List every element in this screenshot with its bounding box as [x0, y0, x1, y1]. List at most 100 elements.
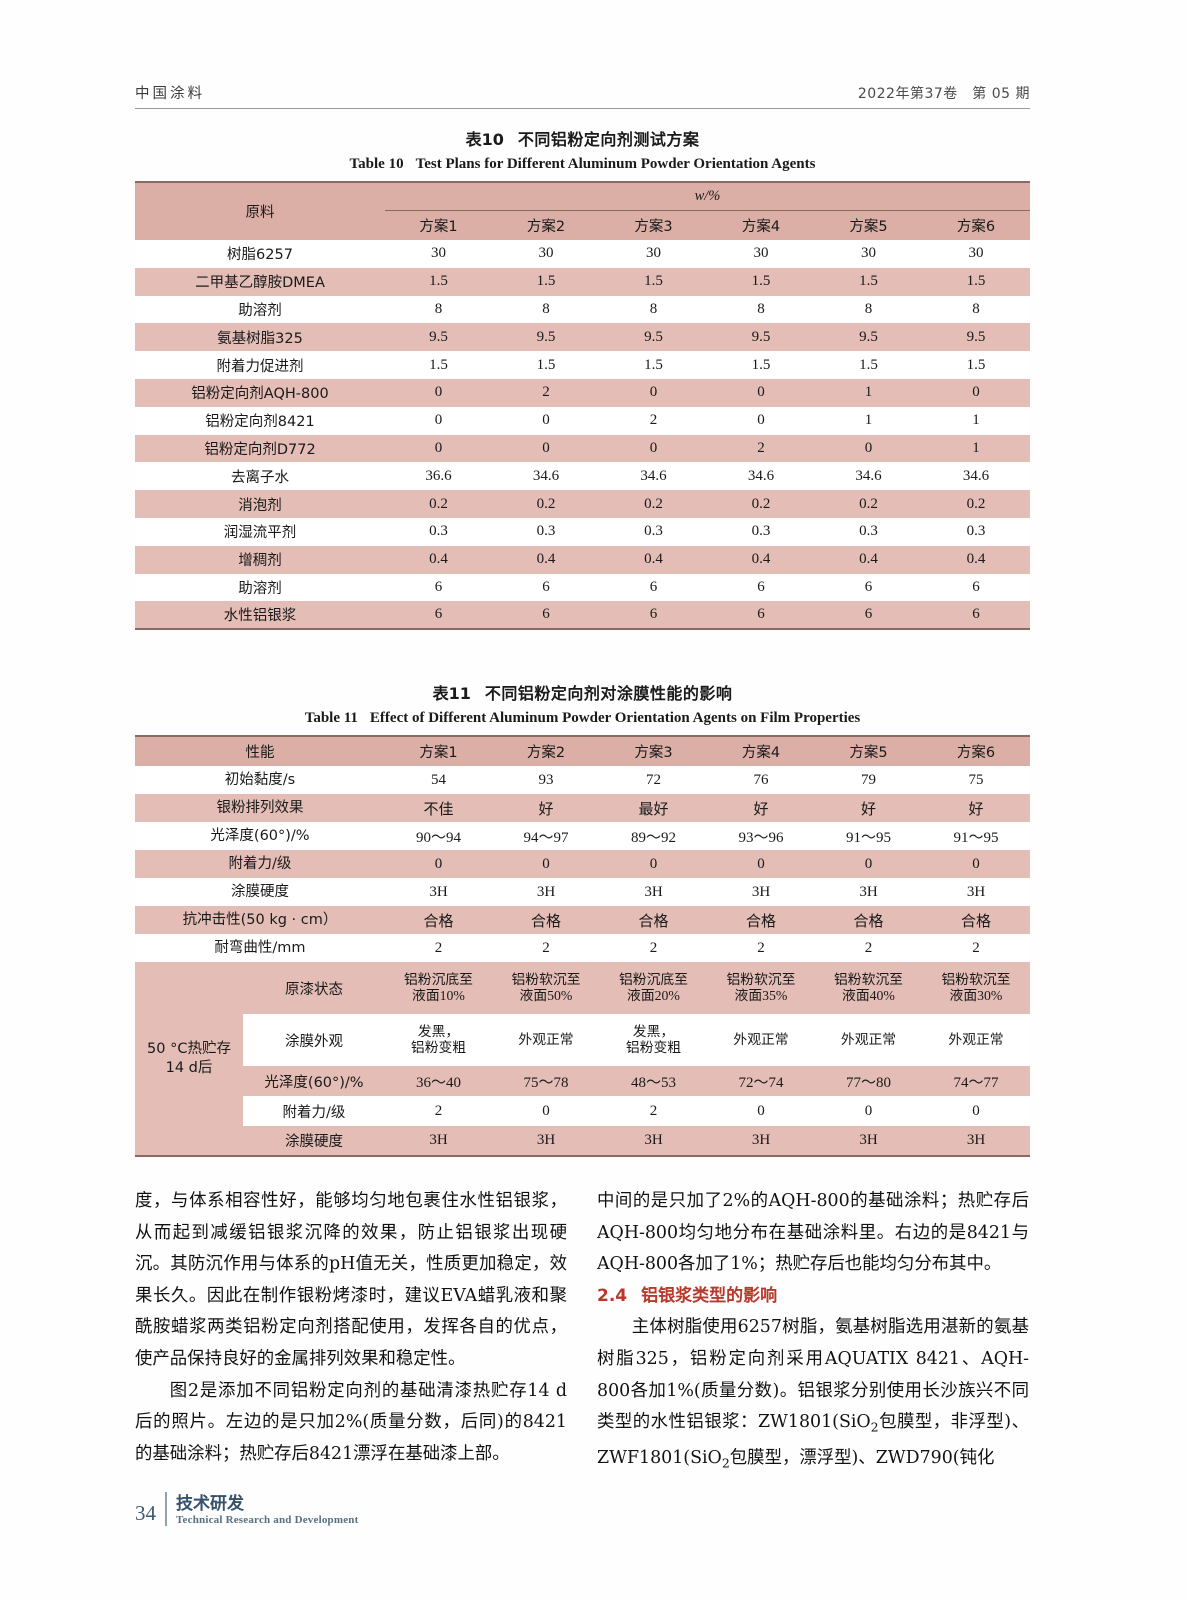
table-11-cell: 合格: [745, 913, 776, 930]
table-11-storage-cell: 铝粉软沉至 液面40%: [834, 971, 903, 1003]
table-10-cell: 0.3: [536, 523, 556, 540]
table-10-col-4: 方案4: [707, 210, 815, 240]
table-10-cell: 8: [864, 300, 873, 317]
page-footer: 34 技术研发 Technical Research and Developme…: [135, 1492, 359, 1526]
table-10-col-1: 方案1: [385, 210, 492, 240]
table-11-cell: 合格: [530, 913, 561, 930]
table-10-cell: 0.3: [429, 523, 448, 540]
table-row: 光泽度(60°)/% 36～40 75～78 48～53 72～74 77～80 74～77: [135, 1066, 1030, 1096]
table-11-cell: 最好: [638, 801, 669, 818]
journal-name: 中国涂料: [135, 86, 205, 102]
table-11-cell: 0: [757, 855, 765, 872]
table-10-row-label: 二甲基乙醇胺DMEA: [195, 275, 325, 292]
table-10-cell: 6: [757, 578, 765, 595]
table-10-row-label: 助溶剂: [238, 302, 282, 319]
table-11-row-label: 银粉排列效果: [216, 799, 304, 816]
table-10-cell: 0: [434, 384, 443, 401]
table-10-title-en: Table 10 Test Plans for Different Aluminu…: [349, 156, 816, 172]
table-11-col-6: 方案6: [922, 736, 1030, 766]
table-11-row-label: 耐弯曲性/mm: [214, 939, 306, 956]
table-11-storage-row-label: 涂膜外观: [243, 1014, 385, 1066]
table-10-cell: 1: [972, 412, 980, 429]
table-11-cell: 合格: [960, 913, 991, 930]
table-10-cell: 34.6: [640, 467, 667, 484]
table-10-cell: 0.4: [859, 551, 878, 568]
table-11-cell: 好: [538, 801, 554, 818]
table-11-storage-cell: 发黑， 铝粉变粗: [625, 1023, 682, 1055]
table-10-cell: 0: [434, 412, 443, 429]
table-11-cell: 94～97: [523, 829, 569, 846]
table-11-storage-row-label: 涂膜硬度: [243, 1126, 385, 1156]
table-row: 水性铝银浆 6 6 6 6 6 6: [135, 601, 1030, 630]
table-10-cell: 0.2: [429, 495, 448, 512]
table-11-storage-cell: 2: [649, 1102, 658, 1119]
table-11-storage-cell: 外观正常: [733, 1031, 789, 1047]
table-10-cell: 9.5: [536, 328, 556, 345]
paragraph-right-2-part2: 包膜型，非浮型)、ZWF1801(SiO: [597, 1412, 1029, 1469]
table-10-cell: 0.3: [644, 523, 663, 540]
table-11-cell: 79: [861, 771, 876, 788]
table-10-cell: 0.4: [536, 551, 556, 568]
section-number: 2.4: [597, 1285, 628, 1306]
table-row: 银粉排列效果 不佳 好 最好 好 好 好: [135, 794, 1030, 822]
section-title: 铝银浆类型的影响: [641, 1285, 778, 1306]
table-row: 润湿流平剂 0.3 0.3 0.3 0.3 0.3 0.3: [135, 517, 1030, 546]
table-10-cell: 1.5: [429, 273, 448, 290]
table-10: 原料 w/% 方案1 方案2 方案3 方案4 方案5 方案6 树脂6257 30 3…: [135, 181, 1030, 630]
table-10-cell: 36.6: [425, 467, 452, 484]
table-11-storage-cell: 3H: [859, 1132, 878, 1148]
table-10-row-label: 助溶剂: [238, 580, 282, 597]
table-11-storage-cell: 铝粉软沉至 液面30%: [941, 971, 1011, 1003]
table-10-cell: 2: [542, 384, 550, 401]
table-11-cell: 3H: [536, 883, 556, 900]
section-heading-2-4: 2.4 铝银浆类型的影响: [597, 1281, 1029, 1313]
table-11-cell: 76: [753, 771, 769, 788]
table-row: 助溶剂 6 6 6 6 6 6: [135, 573, 1030, 602]
table-11-cell: 好: [753, 801, 769, 818]
table-10-cell: 34.6: [962, 467, 990, 484]
table-10-group-header: w/%: [385, 182, 1030, 211]
table-10-cell: 0.4: [429, 551, 448, 568]
table-row: 助溶剂 8 8 8 8 8 8: [135, 295, 1030, 324]
table-10-cell: 1.5: [644, 273, 663, 290]
running-head-rule: [135, 108, 1030, 109]
table-11-storage-cell: 36～40: [415, 1074, 461, 1091]
table-10-cell: 8: [434, 300, 443, 317]
table-10-cell: 0.4: [966, 551, 986, 568]
table-11-storage-cell: 铝粉软沉至 液面35%: [726, 971, 796, 1003]
table-10-cell: 0.2: [644, 495, 663, 512]
table-10-cell: 30: [538, 245, 554, 262]
table-11-storage-cell: 2: [434, 1102, 443, 1119]
table-10-row-label: 附着力促进剂: [216, 358, 304, 375]
table-10-cell: 0: [542, 439, 550, 456]
table-10-cell: 1: [972, 439, 980, 456]
table-11-storage-cell: 72～74: [738, 1074, 784, 1091]
table-11-storage-cell: 0: [864, 1102, 873, 1119]
table-row: 铝粉定向剂8421 0 0 2 0 1 1: [135, 406, 1030, 435]
table-10-cell: 6: [972, 606, 980, 623]
table-11-cell: 91～95: [845, 829, 891, 846]
table-10-cell: 6: [649, 606, 658, 623]
table-11-storage-row-label: 附着力/级: [243, 1096, 385, 1126]
table-11-cell: 3H: [859, 883, 878, 900]
table-10-cell: 34.6: [855, 467, 882, 484]
table-10-cell: 30: [431, 245, 446, 262]
table-11-cell: 3H: [644, 883, 663, 900]
table-11-row-label: 涂膜硬度: [231, 883, 289, 900]
table-11-cell: 好: [968, 801, 984, 818]
table-11-storage-cell: 48～53: [630, 1074, 676, 1091]
table-11-row-label: 抗冲击性(50 kg · cm）: [182, 911, 338, 928]
table-10-row-label: 树脂6257: [227, 247, 293, 264]
table-11-storage-cell: 外观正常: [948, 1031, 1004, 1047]
table-11-storage-cell: 3H: [751, 1132, 771, 1148]
table-10-cell: 6: [972, 578, 980, 595]
footer-divider: [165, 1492, 167, 1526]
table-11-cell: 89～92: [630, 829, 676, 846]
table-row: 光泽度(60°)/% 90～94 94～97 89～92 93～96 91～95 91～95: [135, 822, 1030, 850]
table-10-cell: 1: [864, 384, 873, 401]
table-10-cell: 0.4: [644, 551, 663, 568]
table-11-cell: 0: [434, 855, 443, 872]
table-10-cell: 0.3: [751, 523, 771, 540]
table-10-cell: 0.3: [859, 523, 878, 540]
